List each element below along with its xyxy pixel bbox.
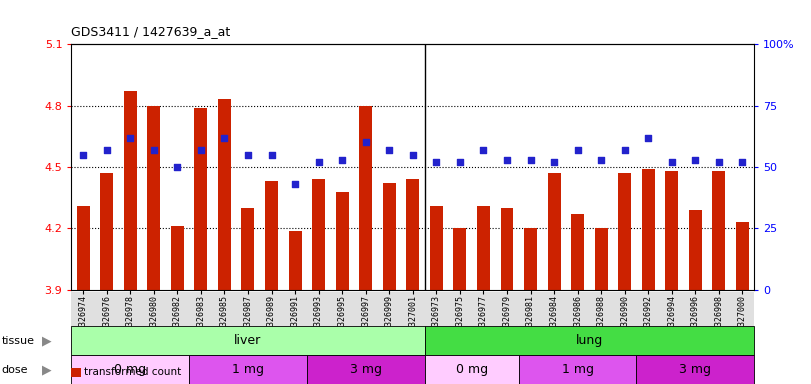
- Bar: [500, 208, 513, 290]
- Text: dose: dose: [2, 364, 28, 375]
- Point: [218, 134, 231, 141]
- Bar: [71, 355, 189, 384]
- Bar: [124, 91, 137, 290]
- Point: [665, 159, 678, 165]
- Point: [336, 157, 349, 163]
- Bar: [289, 230, 302, 290]
- Bar: [312, 179, 325, 290]
- Text: lung: lung: [576, 334, 603, 347]
- Bar: [689, 210, 702, 290]
- Point: [547, 159, 560, 165]
- Text: ▶: ▶: [42, 363, 52, 376]
- Bar: [171, 227, 184, 290]
- Bar: [148, 106, 161, 290]
- Bar: [307, 355, 425, 384]
- Bar: [712, 171, 725, 290]
- Point: [594, 157, 607, 163]
- Bar: [71, 326, 425, 355]
- Point: [171, 164, 184, 170]
- Point: [195, 147, 208, 153]
- Text: 0 mg: 0 mg: [456, 363, 487, 376]
- Point: [242, 152, 255, 158]
- Bar: [642, 169, 654, 290]
- Point: [265, 152, 278, 158]
- Point: [453, 159, 466, 165]
- Bar: [359, 106, 372, 290]
- Point: [312, 159, 325, 165]
- Point: [524, 157, 537, 163]
- Point: [477, 147, 490, 153]
- Point: [77, 152, 90, 158]
- Text: 0 mg: 0 mg: [114, 363, 146, 376]
- Bar: [430, 206, 443, 290]
- Point: [148, 147, 161, 153]
- Point: [359, 139, 372, 146]
- Point: [689, 157, 702, 163]
- Bar: [425, 355, 519, 384]
- Text: liver: liver: [234, 334, 262, 347]
- Bar: [524, 228, 537, 290]
- Bar: [547, 173, 560, 290]
- Bar: [453, 228, 466, 290]
- Point: [618, 147, 631, 153]
- Bar: [77, 206, 90, 290]
- Bar: [336, 192, 349, 290]
- Bar: [406, 179, 419, 290]
- Text: 1 mg: 1 mg: [562, 363, 594, 376]
- Text: GDS3411 / 1427639_a_at: GDS3411 / 1427639_a_at: [71, 25, 230, 38]
- Bar: [519, 355, 637, 384]
- Point: [101, 147, 114, 153]
- Point: [406, 152, 419, 158]
- Point: [712, 159, 725, 165]
- Point: [571, 147, 584, 153]
- Bar: [571, 214, 584, 290]
- Point: [383, 147, 396, 153]
- Bar: [618, 173, 631, 290]
- Point: [124, 134, 137, 141]
- Point: [430, 159, 443, 165]
- Text: tissue: tissue: [2, 336, 35, 346]
- Bar: [265, 181, 278, 290]
- Bar: [425, 326, 754, 355]
- Bar: [665, 171, 678, 290]
- Bar: [195, 108, 208, 290]
- Text: 3 mg: 3 mg: [350, 363, 382, 376]
- Bar: [242, 208, 255, 290]
- Text: transformed count: transformed count: [84, 367, 182, 377]
- Text: 3 mg: 3 mg: [680, 363, 711, 376]
- Text: ▶: ▶: [42, 334, 52, 347]
- Point: [736, 159, 749, 165]
- Bar: [383, 184, 396, 290]
- Bar: [218, 99, 231, 290]
- Bar: [637, 355, 754, 384]
- Bar: [594, 228, 607, 290]
- Bar: [736, 222, 749, 290]
- Text: 1 mg: 1 mg: [232, 363, 264, 376]
- Bar: [189, 355, 307, 384]
- Bar: [477, 206, 490, 290]
- Point: [642, 134, 654, 141]
- Bar: [101, 173, 114, 290]
- Point: [500, 157, 513, 163]
- Point: [289, 181, 302, 187]
